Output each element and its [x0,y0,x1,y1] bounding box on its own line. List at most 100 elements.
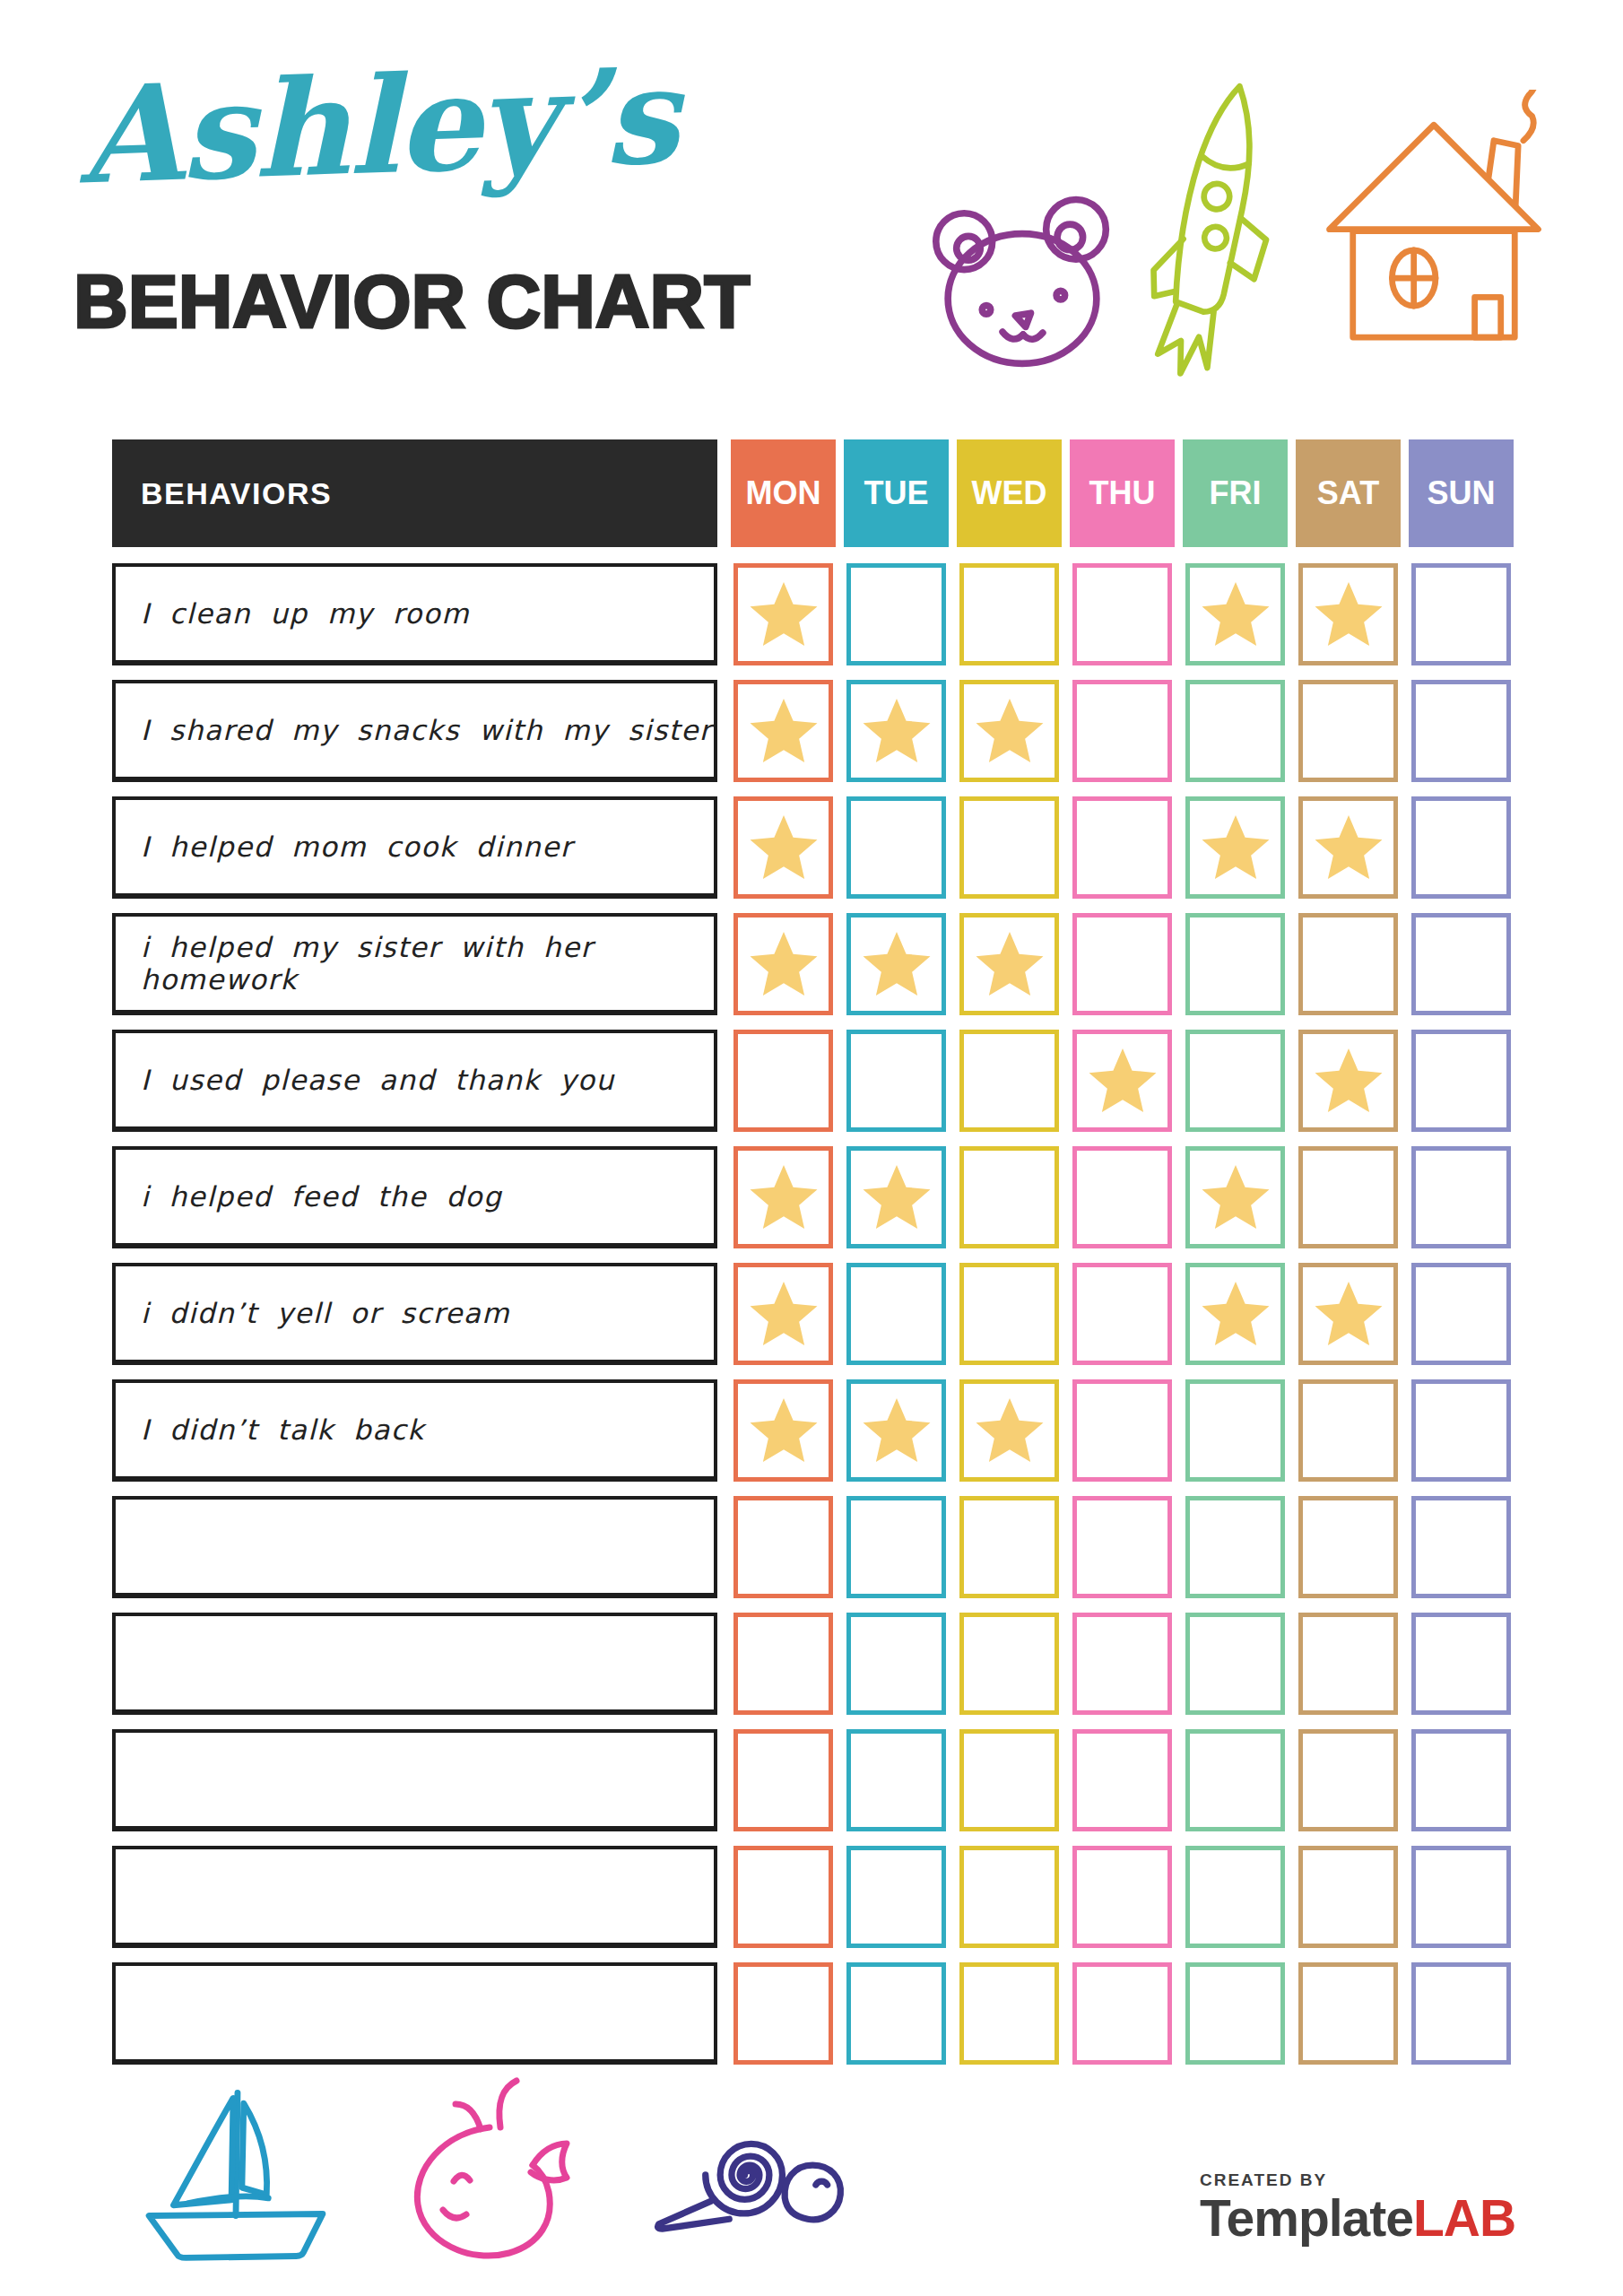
day-cell-sun-row10[interactable] [1411,1613,1511,1715]
day-cell-sun-row12[interactable] [1411,1846,1511,1948]
behavior-chart-table: BEHAVIORS MONTUEWEDTHUFRISATSUN I clean … [112,439,1547,2065]
day-cell-wed-row6[interactable] [959,1146,1059,1248]
day-cell-wed-row12[interactable] [959,1846,1059,1948]
day-cell-sun-row2[interactable] [1411,680,1511,782]
day-cell-thu-row11[interactable] [1072,1729,1172,1831]
day-cell-fri-row9[interactable] [1185,1496,1285,1598]
day-cell-mon-row4[interactable] [733,913,833,1015]
day-cell-tue-row12[interactable] [846,1846,946,1948]
day-cell-wed-row2[interactable] [959,680,1059,782]
day-cell-sat-row8[interactable] [1298,1379,1398,1482]
day-cell-wed-row13[interactable] [959,1962,1059,2065]
day-cell-tue-row5[interactable] [846,1030,946,1132]
day-cell-wed-row1[interactable] [959,563,1059,665]
day-cell-sat-row9[interactable] [1298,1496,1398,1598]
day-cell-sun-row9[interactable] [1411,1496,1511,1598]
day-cell-sat-row12[interactable] [1298,1846,1398,1948]
day-cell-tue-row13[interactable] [846,1962,946,2065]
day-cell-thu-row12[interactable] [1072,1846,1172,1948]
day-cell-tue-row8[interactable] [846,1379,946,1482]
day-column [844,1496,949,1598]
day-cell-fri-row7[interactable] [1185,1263,1285,1365]
day-cell-tue-row9[interactable] [846,1496,946,1598]
day-cell-fri-row2[interactable] [1185,680,1285,782]
day-cell-sat-row5[interactable] [1298,1030,1398,1132]
day-column [1296,796,1401,899]
day-cell-sat-row10[interactable] [1298,1613,1398,1715]
day-cell-sun-row7[interactable] [1411,1263,1511,1365]
day-cell-mon-row3[interactable] [733,796,833,899]
day-cell-wed-row10[interactable] [959,1613,1059,1715]
day-cell-wed-row9[interactable] [959,1496,1059,1598]
day-cell-fri-row13[interactable] [1185,1962,1285,2065]
day-cell-sat-row4[interactable] [1298,913,1398,1015]
day-cell-tue-row11[interactable] [846,1729,946,1831]
day-cell-fri-row6[interactable] [1185,1146,1285,1248]
day-cell-sat-row7[interactable] [1298,1263,1398,1365]
day-cell-thu-row8[interactable] [1072,1379,1172,1482]
day-cell-fri-row5[interactable] [1185,1030,1285,1132]
day-cell-sun-row3[interactable] [1411,796,1511,899]
day-cell-tue-row3[interactable] [846,796,946,899]
day-cell-mon-row11[interactable] [733,1729,833,1831]
day-cell-thu-row7[interactable] [1072,1263,1172,1365]
day-cell-thu-row6[interactable] [1072,1146,1172,1248]
day-cell-mon-row8[interactable] [733,1379,833,1482]
day-cell-mon-row7[interactable] [733,1263,833,1365]
table-row-11 [112,1729,1547,1831]
day-cell-sun-row4[interactable] [1411,913,1511,1015]
day-cell-fri-row3[interactable] [1185,796,1285,899]
day-cell-sat-row11[interactable] [1298,1729,1398,1831]
day-cell-mon-row10[interactable] [733,1613,833,1715]
day-cell-thu-row10[interactable] [1072,1613,1172,1715]
day-cell-wed-row3[interactable] [959,796,1059,899]
day-cell-fri-row11[interactable] [1185,1729,1285,1831]
day-cell-sat-row6[interactable] [1298,1146,1398,1248]
day-cell-sun-row13[interactable] [1411,1962,1511,2065]
day-cell-mon-row13[interactable] [733,1962,833,2065]
day-cell-sun-row8[interactable] [1411,1379,1511,1482]
day-cell-wed-row7[interactable] [959,1263,1059,1365]
day-cell-thu-row3[interactable] [1072,796,1172,899]
day-cell-mon-row12[interactable] [733,1846,833,1948]
day-cell-sat-row3[interactable] [1298,796,1398,899]
day-cell-mon-row1[interactable] [733,563,833,665]
day-cell-wed-row4[interactable] [959,913,1059,1015]
day-cell-sat-row13[interactable] [1298,1962,1398,2065]
day-cell-mon-row6[interactable] [733,1146,833,1248]
day-cell-fri-row1[interactable] [1185,563,1285,665]
day-cell-tue-row4[interactable] [846,913,946,1015]
day-cell-tue-row7[interactable] [846,1263,946,1365]
day-cell-thu-row9[interactable] [1072,1496,1172,1598]
day-cell-mon-row2[interactable] [733,680,833,782]
day-cell-sat-row2[interactable] [1298,680,1398,782]
day-cell-tue-row10[interactable] [846,1613,946,1715]
day-cell-sun-row5[interactable] [1411,1030,1511,1132]
day-cell-thu-row2[interactable] [1072,680,1172,782]
day-cell-wed-row11[interactable] [959,1729,1059,1831]
day-cell-sun-row1[interactable] [1411,563,1511,665]
day-cell-thu-row1[interactable] [1072,563,1172,665]
day-cell-wed-row8[interactable] [959,1379,1059,1482]
day-cell-wed-row5[interactable] [959,1030,1059,1132]
day-cell-sun-row11[interactable] [1411,1729,1511,1831]
day-column [731,1962,836,2065]
day-cell-mon-row9[interactable] [733,1496,833,1598]
day-cell-mon-row5[interactable] [733,1030,833,1132]
day-cell-tue-row1[interactable] [846,563,946,665]
day-cell-thu-row4[interactable] [1072,913,1172,1015]
day-cell-thu-row13[interactable] [1072,1962,1172,2065]
day-column [1296,913,1401,1015]
day-cell-tue-row2[interactable] [846,680,946,782]
day-cell-tue-row6[interactable] [846,1146,946,1248]
day-cell-thu-row5[interactable] [1072,1030,1172,1132]
day-cell-sat-row1[interactable] [1298,563,1398,665]
day-cell-sun-row6[interactable] [1411,1146,1511,1248]
day-cell-fri-row4[interactable] [1185,913,1285,1015]
day-cell-fri-row8[interactable] [1185,1379,1285,1482]
table-rows: I clean up my roomI shared my snacks wit… [112,563,1547,2065]
day-cell-fri-row12[interactable] [1185,1846,1285,1948]
day-cell-fri-row10[interactable] [1185,1613,1285,1715]
day-column [731,1030,836,1132]
behavior-label-11 [112,1729,717,1831]
